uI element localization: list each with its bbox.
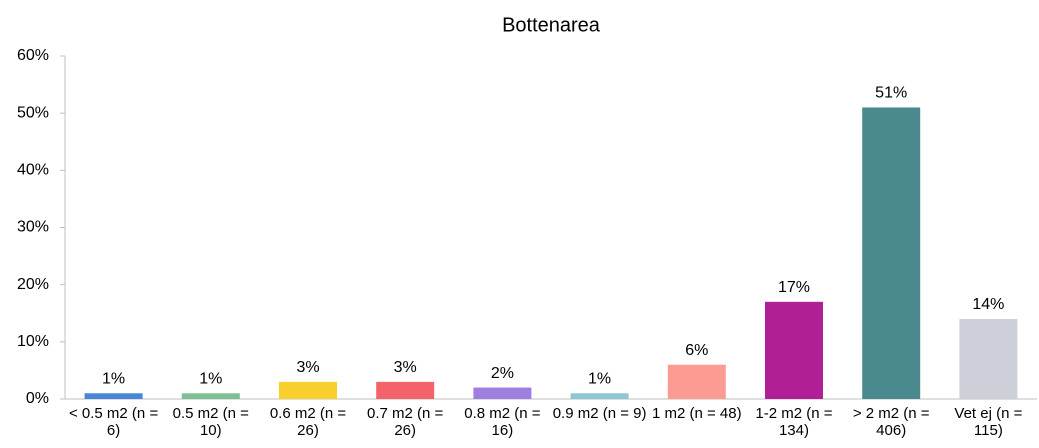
chart-title: Bottenarea bbox=[502, 14, 601, 36]
value-label: 1% bbox=[102, 371, 125, 388]
bar bbox=[473, 387, 532, 399]
value-label: 17% bbox=[778, 279, 810, 296]
bar bbox=[667, 364, 726, 399]
value-label: 3% bbox=[296, 359, 319, 376]
value-label: 3% bbox=[394, 359, 417, 376]
y-tick-label: 20% bbox=[17, 276, 49, 293]
x-tick-label: 0.5 m2 (n = 10) bbox=[172, 405, 249, 439]
value-label: 51% bbox=[875, 85, 907, 102]
y-tick-label: 60% bbox=[17, 47, 49, 64]
value-label: 14% bbox=[972, 296, 1004, 313]
value-label: 2% bbox=[491, 365, 514, 382]
y-tick-label: 10% bbox=[17, 333, 49, 350]
x-tick-label: 0.6 m2 (n = 26) bbox=[269, 405, 347, 439]
x-tick-label: 0.8 m2 (n = 16) bbox=[464, 405, 541, 439]
bar bbox=[376, 381, 435, 399]
bar bbox=[181, 393, 240, 399]
bar bbox=[862, 107, 921, 399]
x-tick-label: > 2 m2 (n = 406) bbox=[852, 405, 930, 439]
bar bbox=[84, 393, 143, 399]
bar bbox=[765, 301, 823, 399]
x-tick-label: 1-2 m2 (n = 134) bbox=[755, 405, 833, 439]
y-tick-label: 0% bbox=[26, 390, 49, 407]
x-tick-label: 0.9 m2 (n = 9) bbox=[552, 405, 647, 422]
value-label: 1% bbox=[588, 371, 611, 388]
bar bbox=[959, 318, 1018, 399]
x-tick-label: < 0.5 m2 (n = 6) bbox=[68, 405, 159, 439]
y-tick-label: 30% bbox=[17, 219, 49, 236]
x-tick-label: Vet ej (n = 115) bbox=[954, 405, 1023, 439]
x-tick-label: 0.7 m2 (n = 26) bbox=[367, 405, 444, 439]
bar bbox=[279, 381, 337, 399]
y-tick-label: 50% bbox=[17, 104, 49, 121]
y-tick-label: 40% bbox=[17, 162, 49, 179]
bar bbox=[570, 393, 629, 399]
value-label: 6% bbox=[685, 342, 708, 359]
value-label: 1% bbox=[199, 371, 222, 388]
x-tick-label: 1 m2 (n = 48) bbox=[651, 405, 742, 422]
